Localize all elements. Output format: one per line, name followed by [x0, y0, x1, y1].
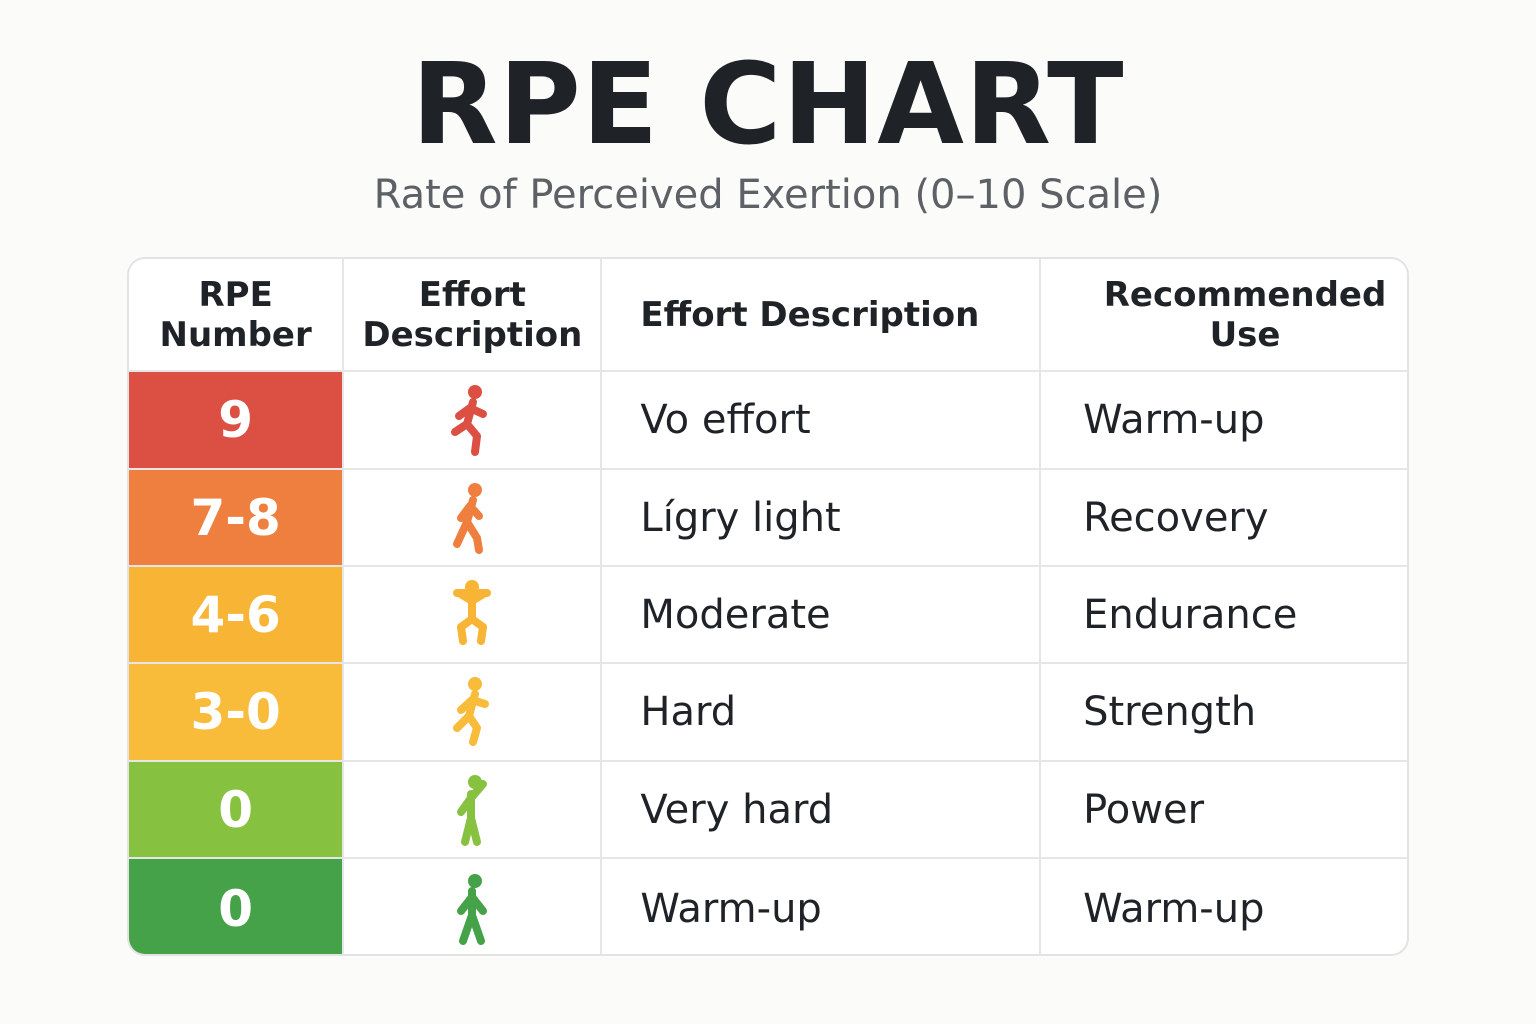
rpe-cell: 4-6 [129, 567, 345, 662]
rpe-cell: 0 [129, 859, 345, 954]
description-cell: Warm-up [602, 859, 1042, 954]
icon-head [468, 873, 483, 888]
icon-cell [344, 762, 603, 857]
rpe-number: 3-0 [190, 683, 281, 741]
table-row: 9 Vo effort Warm-up [129, 372, 1407, 470]
effort-icon [457, 774, 488, 846]
icon-body [453, 588, 492, 645]
description-text: Warm-up [640, 885, 822, 932]
icon-head [468, 482, 483, 497]
use-cell: Warm-up [1041, 372, 1407, 468]
description-text: Hard [640, 689, 737, 735]
use-text: Endurance [1083, 591, 1298, 638]
icon-cell [344, 567, 603, 662]
description-cell: Lígry light [602, 470, 1042, 565]
use-cell: Strength [1041, 664, 1407, 760]
table-row: 3-0 Hard Strength [129, 664, 1407, 762]
rpe-table: RPE Number Effort Description Effort Descr… [127, 257, 1409, 956]
description-cell: Very hard [602, 762, 1042, 857]
title: RPE CHART [411, 40, 1125, 170]
rpe-number: 0 [218, 879, 254, 938]
description-text: Very hard [640, 786, 834, 833]
use-text: Warm-up [1083, 397, 1265, 443]
rpe-number: 0 [218, 780, 254, 839]
use-cell: Endurance [1041, 567, 1407, 662]
rpe-cell: 9 [129, 372, 345, 468]
effort-icon [457, 873, 488, 945]
rpe-number: 9 [218, 391, 254, 449]
icon-cell [344, 372, 603, 468]
icon-head [468, 385, 483, 399]
description-text: Moderate [640, 591, 831, 638]
rpe-number: 4-6 [190, 585, 281, 644]
rpe-cell: 3-0 [129, 664, 345, 760]
table-row: 4-6 Moderate Endurance [129, 567, 1407, 664]
description-text: Vo effort [640, 397, 811, 443]
icon-body [457, 779, 488, 846]
use-text: Power [1083, 786, 1205, 833]
use-cell: Recovery [1041, 470, 1407, 565]
table-row: 0 Very hard Power [129, 762, 1407, 859]
table-row: 7-8 Lígry light Recovery [129, 470, 1407, 567]
description-cell: Vo effort [602, 372, 1042, 468]
table-row: 0 Warm-up Warm-up [129, 859, 1407, 954]
effort-icon [453, 482, 484, 554]
header-cell: Effort Description [602, 259, 1042, 370]
icon-cell [344, 470, 603, 565]
header-text: RPE Number [159, 274, 312, 355]
description-cell: Moderate [602, 567, 1042, 662]
header-cell: RPE Number [129, 259, 345, 370]
rpe-cell: 7-8 [129, 470, 345, 565]
use-text: Warm-up [1083, 885, 1265, 932]
description-text: Lígry light [640, 494, 841, 541]
icon-body [457, 886, 488, 945]
rpe-number: 7-8 [190, 488, 281, 547]
header-cell: Recommended Use [1041, 259, 1407, 370]
icon-cell [344, 664, 603, 760]
header-row: RPE Number Effort Description Effort Descr… [129, 259, 1407, 372]
use-text: Recovery [1083, 494, 1269, 541]
effort-icon [451, 385, 488, 456]
header-text: Recommended Use [1103, 274, 1387, 355]
header-text: Effort Description [640, 294, 980, 335]
effort-icon [453, 677, 490, 746]
icon-head [468, 677, 483, 691]
icon-body [451, 398, 488, 456]
rpe-cell: 0 [129, 762, 345, 857]
header-cell: Effort Description [344, 259, 603, 370]
use-cell: Power [1041, 762, 1407, 857]
subtitle: Rate of Perceived Exertion (0–10 Scale) [373, 172, 1163, 218]
description-cell: Hard [602, 664, 1042, 760]
use-cell: Warm-up [1041, 859, 1407, 954]
header-text: Effort Description [362, 274, 583, 355]
icon-body [453, 690, 490, 746]
icon-cell [344, 859, 603, 954]
icon-body [453, 495, 484, 554]
use-text: Strength [1083, 689, 1257, 735]
effort-icon [453, 579, 492, 645]
